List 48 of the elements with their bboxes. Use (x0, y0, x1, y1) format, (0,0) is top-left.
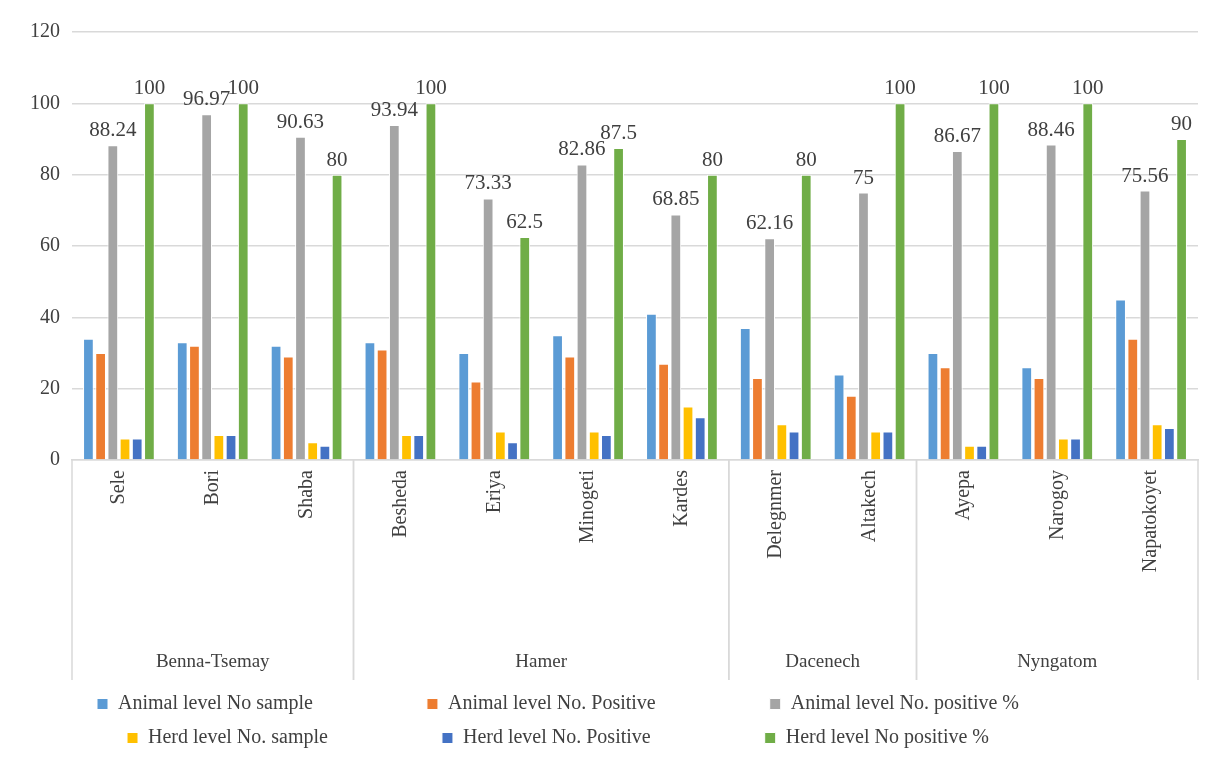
x-tick-label: Bori (200, 469, 222, 506)
x-tick-label: Eriya (481, 469, 505, 514)
data-label: 100 (1072, 75, 1104, 100)
data-label: 75.56 (1121, 162, 1169, 187)
legend-label: Animal level No. positive % (790, 691, 1119, 715)
y-tick-label: 0 (50, 447, 60, 470)
data-label: 86.67 (933, 122, 981, 147)
data-label: 90.63 (276, 108, 325, 133)
data-label: 62.16 (746, 210, 794, 235)
data-label: 88.46 (1027, 116, 1075, 141)
x-tick-label: Altakech (856, 470, 879, 543)
data-label: 80 (326, 146, 348, 171)
text: Dacenech (785, 649, 861, 671)
legend-label: Herd level No. sample (148, 725, 428, 749)
x-tick-label: Delegnmer (763, 469, 786, 559)
x-tick-label: Sele (106, 469, 129, 505)
text: Hamer (515, 649, 568, 671)
data-label: 100 (884, 75, 916, 100)
legend-label: Animal level No. Positive (447, 691, 756, 714)
legend-label: Herd level No. Positive (462, 725, 751, 748)
data-label: 96.97 (183, 86, 231, 111)
x-tick-label: Ayepa (950, 469, 974, 521)
data-label: 80 (795, 146, 817, 171)
data-label: 88.24 (89, 117, 137, 142)
data-label: 90 (1171, 111, 1193, 136)
legend-label: Animal level No sample (118, 691, 413, 715)
data-label: 62.5 (506, 209, 544, 234)
text: Benna-Tsemay (155, 649, 271, 671)
x-tick-label: Kardes (669, 469, 692, 527)
y-tick-label: 100 (30, 90, 60, 113)
text: Nyngatom (1017, 649, 1098, 671)
y-tick-label: 20 (40, 375, 60, 398)
y-tick-label: 40 (40, 304, 60, 327)
y-tick-label: 80 (40, 161, 60, 184)
data-label: 73.33 (464, 170, 512, 195)
x-tick-label: Narogoy (1044, 470, 1068, 540)
legend-label: Herd level No positive % (785, 725, 1089, 749)
y-tick-label: 120 (30, 19, 60, 42)
x-tick-label: Besheda (387, 469, 410, 538)
y-tick-label: 60 (40, 233, 60, 256)
data-label: 80 (701, 146, 723, 171)
x-tick-label: Shaba (293, 469, 316, 519)
x-tick-label: Minogeti (575, 469, 599, 544)
x-tick-label: Napatokoyet (1138, 469, 1162, 573)
data-label: 100 (978, 75, 1010, 100)
data-label: 68.85 (652, 186, 700, 211)
data-label: 100 (133, 75, 166, 100)
data-label: 75 (852, 164, 874, 189)
